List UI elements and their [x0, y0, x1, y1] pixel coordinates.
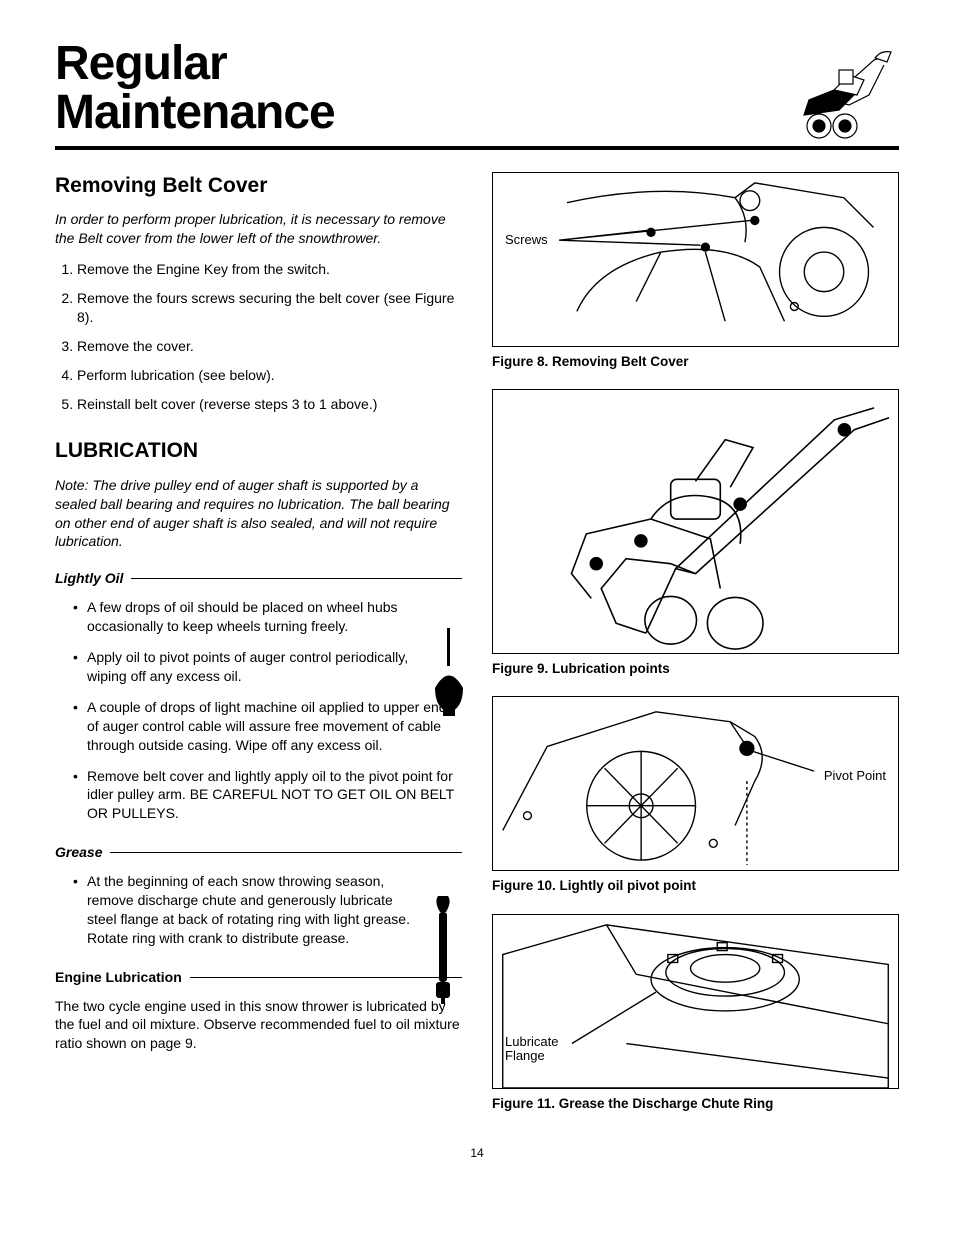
rule-line: [110, 852, 462, 853]
step-item: Remove the Engine Key from the switch.: [77, 260, 462, 279]
removing-belt-cover-heading: Removing Belt Cover: [55, 172, 462, 200]
page-number: 14: [55, 1145, 899, 1161]
step-item: Remove the fours screws securing the bel…: [77, 289, 462, 327]
figure-8: Screws: [492, 172, 899, 347]
grease-label: Grease: [55, 843, 102, 862]
engine-lube-paragraph: The two cycle engine used in this snow t…: [55, 997, 462, 1054]
figure-10-label: Pivot Point: [824, 767, 886, 785]
step-item: Remove the cover.: [77, 337, 462, 356]
grease-list: At the beginning of each snow throwing s…: [55, 872, 462, 948]
engine-lube-label: Engine Lubrication: [55, 968, 182, 987]
lightly-oil-block: A few drops of oil should be placed on w…: [55, 598, 462, 823]
figure-8-caption: Figure 8. Removing Belt Cover: [492, 353, 899, 371]
lightly-oil-subhead: Lightly Oil: [55, 569, 462, 588]
snowthrower-icon: [779, 40, 899, 140]
body-columns: Removing Belt Cover In order to perform …: [55, 172, 899, 1131]
lubrication-note: Note: The drive pulley end of auger shaf…: [55, 476, 462, 552]
step-item: Perform lubrication (see below).: [77, 366, 462, 385]
figure-9-caption: Figure 9. Lubrication points: [492, 660, 899, 678]
grease-subhead: Grease: [55, 843, 462, 862]
title-line-1: Regular: [55, 40, 335, 89]
rule-line: [131, 578, 462, 579]
figure-11: Lubricate Flange: [492, 914, 899, 1089]
list-item: A few drops of oil should be placed on w…: [73, 598, 462, 636]
fig11-label-line2: Flange: [505, 1048, 545, 1063]
figure-9: [492, 389, 899, 654]
figure-10: Pivot Point: [492, 696, 899, 871]
page-title: Regular Maintenance: [55, 40, 335, 138]
page-header: Regular Maintenance: [55, 40, 899, 150]
list-item: A couple of drops of light machine oil a…: [73, 698, 462, 755]
figure-10-caption: Figure 10. Lightly oil pivot point: [492, 877, 899, 895]
rule-line: [190, 977, 462, 978]
fig11-label-line1: Lubricate: [505, 1034, 558, 1049]
lubrication-heading: LUBRICATION: [55, 437, 462, 465]
lightly-oil-list: A few drops of oil should be placed on w…: [55, 598, 462, 823]
grease-block: At the beginning of each snow throwing s…: [55, 872, 462, 948]
belt-cover-steps: Remove the Engine Key from the switch. R…: [55, 260, 462, 413]
list-item: At the beginning of each snow throwing s…: [73, 872, 462, 948]
list-item: Apply oil to pivot points of auger contr…: [73, 648, 462, 686]
engine-lube-subhead: Engine Lubrication: [55, 968, 462, 987]
figure-11-label: Lubricate Flange: [505, 1035, 558, 1064]
list-item: Remove belt cover and lightly apply oil …: [73, 767, 462, 824]
belt-cover-intro: In order to perform proper lubrication, …: [55, 210, 462, 248]
figure-11-caption: Figure 11. Grease the Discharge Chute Ri…: [492, 1095, 899, 1113]
lightly-oil-label: Lightly Oil: [55, 569, 123, 588]
title-line-2: Maintenance: [55, 89, 335, 138]
step-item: Reinstall belt cover (reverse steps 3 to…: [77, 395, 462, 414]
figure-8-label: Screws: [505, 231, 548, 249]
right-column: Screws Figure 8. Removing: [492, 172, 899, 1131]
left-column: Removing Belt Cover In order to perform …: [55, 172, 462, 1131]
